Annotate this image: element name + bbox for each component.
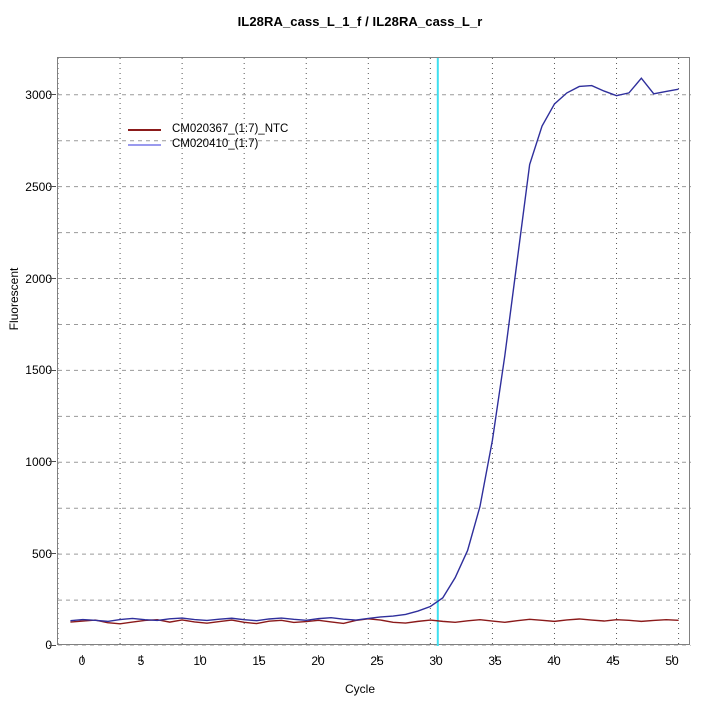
y-tick-label: 500 <box>31 547 52 561</box>
x-tick-mark <box>82 655 83 662</box>
y-tick-label: 1500 <box>25 363 52 377</box>
y-tick-mark <box>49 553 56 554</box>
y-tick-mark <box>49 645 56 646</box>
x-tick-mark <box>318 655 319 662</box>
x-tick-label: 20 <box>311 654 325 668</box>
legend-label: CM020410_(1:7) <box>172 138 259 150</box>
y-tick-label: 0 <box>8 639 52 651</box>
y-axis-label: Fluorescent <box>7 267 21 331</box>
x-tick-label: 35 <box>488 654 502 668</box>
y-tick-mark <box>49 461 56 462</box>
x-tick-mark <box>259 655 260 662</box>
y-tick-mark <box>49 94 56 95</box>
plot-canvas <box>58 58 691 646</box>
legend-color-swatch-sample <box>128 143 161 146</box>
legend-item: CM020367_(1:7)_NTC <box>128 122 288 137</box>
x-tick-mark <box>672 655 673 662</box>
legend-label: CM020367_(1:7)_NTC <box>172 123 289 135</box>
x-tick-label: 40 <box>547 654 561 668</box>
y-tick-mark <box>49 186 56 187</box>
y-tick-mark <box>49 370 56 371</box>
x-tick-mark <box>495 655 496 662</box>
x-tick-mark <box>436 655 437 662</box>
x-tick-mark <box>554 655 555 662</box>
series-line-sample <box>70 77 679 623</box>
x-tick-mark <box>200 655 201 662</box>
x-tick-label: 45 <box>606 654 620 668</box>
x-tick-label: 25 <box>370 654 384 668</box>
legend-color-swatch-ntc <box>128 128 161 131</box>
x-tick-label: 5 <box>137 654 145 668</box>
x-tick-label: 0 <box>78 654 86 668</box>
vertical-gridlines <box>58 58 680 646</box>
legend: CM020367_(1:7)_NTC CM020410_(1:7) <box>124 120 292 154</box>
x-tick-label: 50 <box>665 654 679 668</box>
plot-area: CM020367_(1:7)_NTC CM020410_(1:7) <box>57 57 691 646</box>
y-tick-label: 2000 <box>25 272 52 286</box>
x-tick-label: 10 <box>193 654 207 668</box>
y-tick-mark <box>49 278 56 279</box>
legend-item: CM020410_(1:7) <box>128 137 288 152</box>
x-tick-mark <box>141 655 142 662</box>
y-axis-tick-layer: 3000 2500 2000 1500 1000 500 0 <box>0 0 56 720</box>
x-tick-label: 15 <box>252 654 266 668</box>
chart-title: IL28RA_cass_L_1_f / IL28RA_cass_L_r <box>237 14 483 29</box>
x-tick-label: 30 <box>429 654 443 668</box>
x-axis-tick-layer: 0 5 10 15 20 25 30 35 40 45 50 <box>0 655 720 675</box>
x-tick-mark <box>613 655 614 662</box>
y-tick-label: 3000 <box>25 88 52 102</box>
x-axis-label: Cycle <box>344 682 375 696</box>
horizontal-gridlines <box>58 94 691 646</box>
series-line-ntc <box>70 618 679 625</box>
y-tick-label: 1000 <box>25 455 52 469</box>
y-tick-label: 2500 <box>25 180 52 194</box>
x-tick-mark <box>377 655 378 662</box>
